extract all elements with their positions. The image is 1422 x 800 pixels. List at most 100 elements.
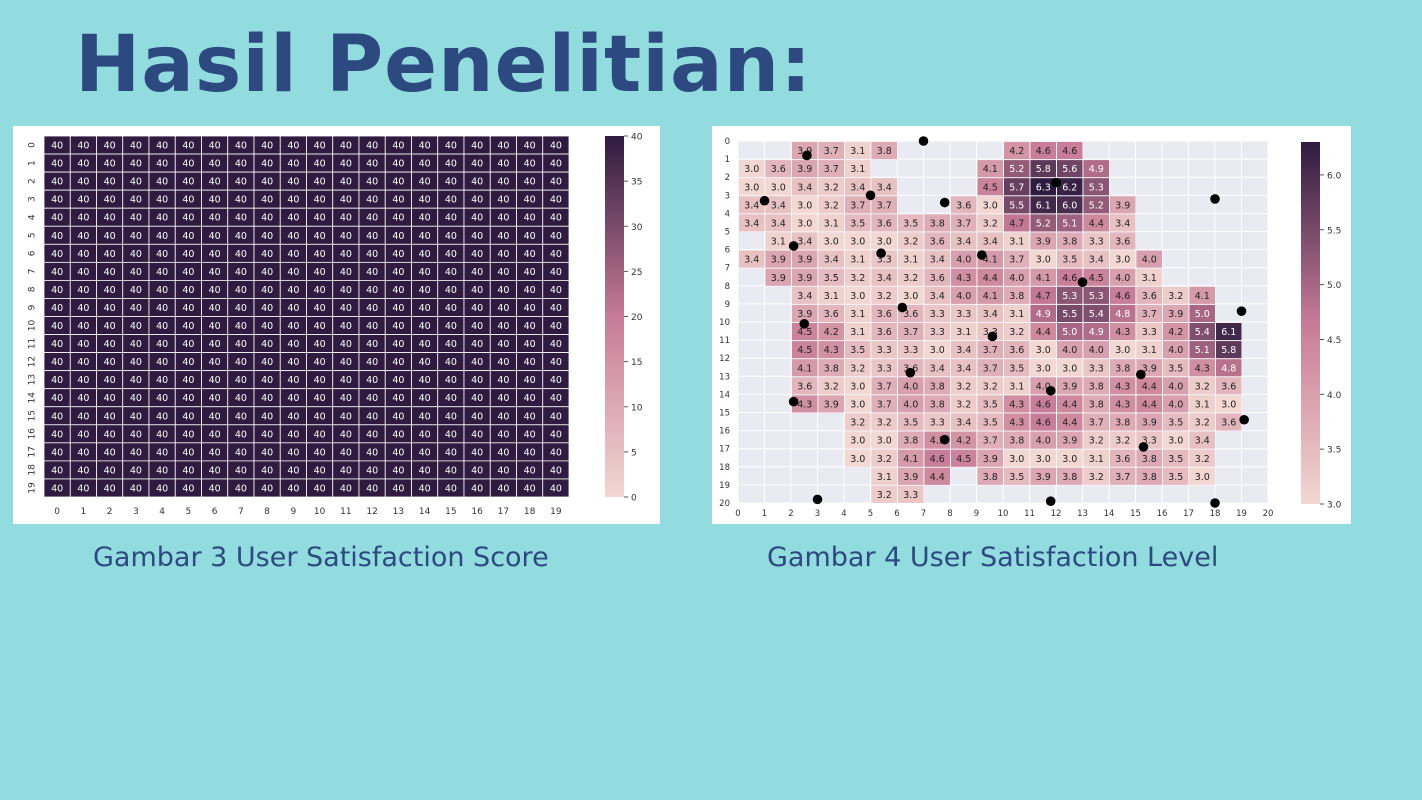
cell-value-label: 3.1 xyxy=(956,327,971,338)
heatmap-cell xyxy=(1030,395,1056,413)
cell-value-label: 40 xyxy=(524,483,536,494)
cell-value-label: 40 xyxy=(77,177,89,188)
heatmap-cell xyxy=(1189,286,1215,304)
heatmap-cell xyxy=(951,214,977,232)
cell-value-label: 3.8 xyxy=(1115,363,1130,374)
heatmap-cell xyxy=(1189,413,1215,431)
cell-value-label: 40 xyxy=(392,159,404,170)
cell-value-label: 40 xyxy=(419,375,431,386)
cell-value-label: 40 xyxy=(314,231,326,242)
cell-value-label: 3.6 xyxy=(1009,345,1024,356)
cell-value-label: 40 xyxy=(445,267,457,278)
cell-value-label: 4.8 xyxy=(1221,363,1236,374)
cell-value-label: 40 xyxy=(314,465,326,476)
heatmap-cell xyxy=(1057,377,1083,395)
x-tick-label: 11 xyxy=(340,507,351,517)
cell-value-label: 40 xyxy=(156,429,168,440)
heatmap-cell xyxy=(818,377,844,395)
cell-value-label: 3.0 xyxy=(1036,255,1051,266)
cell-value-label: 3.5 xyxy=(824,273,839,284)
cell-value-label: 40 xyxy=(261,339,273,350)
cell-value-label: 3.9 xyxy=(797,273,812,284)
cell-value-label: 40 xyxy=(445,339,457,350)
cell-value-label: 40 xyxy=(524,429,536,440)
x-tick-label: 18 xyxy=(1210,509,1221,519)
cell-value-label: 40 xyxy=(182,375,194,386)
heatmap-cell xyxy=(1110,449,1136,467)
cell-value-label: 4.4 xyxy=(1062,399,1077,410)
heatmap-cell xyxy=(845,196,871,214)
cell-value-label: 4.5 xyxy=(983,182,998,193)
y-tick-label: 6 xyxy=(28,250,38,256)
cell-value-label: 40 xyxy=(156,465,168,476)
cell-value-label: 40 xyxy=(445,483,457,494)
heatmap-cell xyxy=(1030,160,1056,178)
cell-value-label: 40 xyxy=(104,231,116,242)
cell-value-label: 40 xyxy=(524,159,536,170)
cell-value-label: 3.6 xyxy=(956,200,971,211)
cell-value-label: 40 xyxy=(156,303,168,314)
cell-value-label: 40 xyxy=(419,393,431,404)
y-tick-label: 10 xyxy=(719,318,730,328)
cell-value-label: 40 xyxy=(130,213,142,224)
cell-value-label: 40 xyxy=(366,483,378,494)
cell-value-label: 40 xyxy=(340,339,352,350)
cell-value-label: 40 xyxy=(130,393,142,404)
heatmap-cell xyxy=(977,160,1003,178)
heatmap-cell xyxy=(1083,377,1109,395)
cell-value-label: 40 xyxy=(419,195,431,206)
cell-value-label: 40 xyxy=(550,339,562,350)
heatmap-cell xyxy=(924,341,950,359)
cell-value-label: 40 xyxy=(340,465,352,476)
cell-value-label: 40 xyxy=(524,213,536,224)
cell-value-label: 3.2 xyxy=(1009,327,1024,338)
heatmap-cell xyxy=(924,467,950,485)
scatter-point xyxy=(788,396,799,407)
scatter-point xyxy=(1136,369,1146,380)
heatmap-cell xyxy=(1004,178,1030,196)
cell-value-label: 3.8 xyxy=(930,381,945,392)
cell-value-label: 40 xyxy=(287,303,299,314)
cell-value-label: 3.1 xyxy=(1009,237,1024,248)
heatmap-cell xyxy=(792,160,818,178)
heatmap-cell xyxy=(818,286,844,304)
heatmap-cell xyxy=(845,413,871,431)
cell-value-label: 40 xyxy=(314,357,326,368)
heatmap-cell xyxy=(951,323,977,341)
cell-value-label: 40 xyxy=(104,465,116,476)
heatmap-cell xyxy=(845,377,871,395)
heatmap-cell xyxy=(845,341,871,359)
heatmap-cell xyxy=(898,268,924,286)
heatmap-cell xyxy=(1136,268,1162,286)
cell-value-label: 40 xyxy=(104,483,116,494)
heatmap-cell xyxy=(924,395,950,413)
cell-value-label: 40 xyxy=(366,447,378,458)
heatmap-cell xyxy=(1189,449,1215,467)
x-tick-label: 10 xyxy=(314,507,326,517)
cell-value-label: 3.0 xyxy=(1062,454,1077,465)
cell-value-label: 3.1 xyxy=(1142,273,1157,284)
cell-value-label: 40 xyxy=(471,231,483,242)
cell-value-label: 40 xyxy=(235,177,247,188)
heatmap-cell xyxy=(924,413,950,431)
cell-value-label: 3.7 xyxy=(903,327,918,338)
cell-value-label: 40 xyxy=(550,249,562,260)
heatmap-cell xyxy=(951,341,977,359)
cell-value-label: 40 xyxy=(77,159,89,170)
heatmap-cell xyxy=(1004,160,1030,178)
y-tick-label: 2 xyxy=(28,178,38,184)
heatmap-cell xyxy=(1083,359,1109,377)
heatmap-cell xyxy=(1110,359,1136,377)
cell-value-label: 40 xyxy=(366,213,378,224)
x-tick-label: 6 xyxy=(894,509,899,519)
heatmap-cell xyxy=(924,323,950,341)
y-tick-label: 3 xyxy=(725,191,730,201)
cell-value-label: 3.7 xyxy=(1009,255,1024,266)
y-tick-label: 0 xyxy=(725,137,730,147)
cell-value-label: 40 xyxy=(104,285,116,296)
cell-value-label: 40 xyxy=(340,321,352,332)
user-satisfaction-level-heatmap: 3.9 3.7 3.1 3.8 4.2 4.6 4.6 3.0 3.6 3.9 3.7 3.1 4.1 5… xyxy=(712,126,1351,524)
heatmap-cell xyxy=(1136,467,1162,485)
cell-value-label: 40 xyxy=(156,321,168,332)
cell-value-label: 40 xyxy=(182,195,194,206)
